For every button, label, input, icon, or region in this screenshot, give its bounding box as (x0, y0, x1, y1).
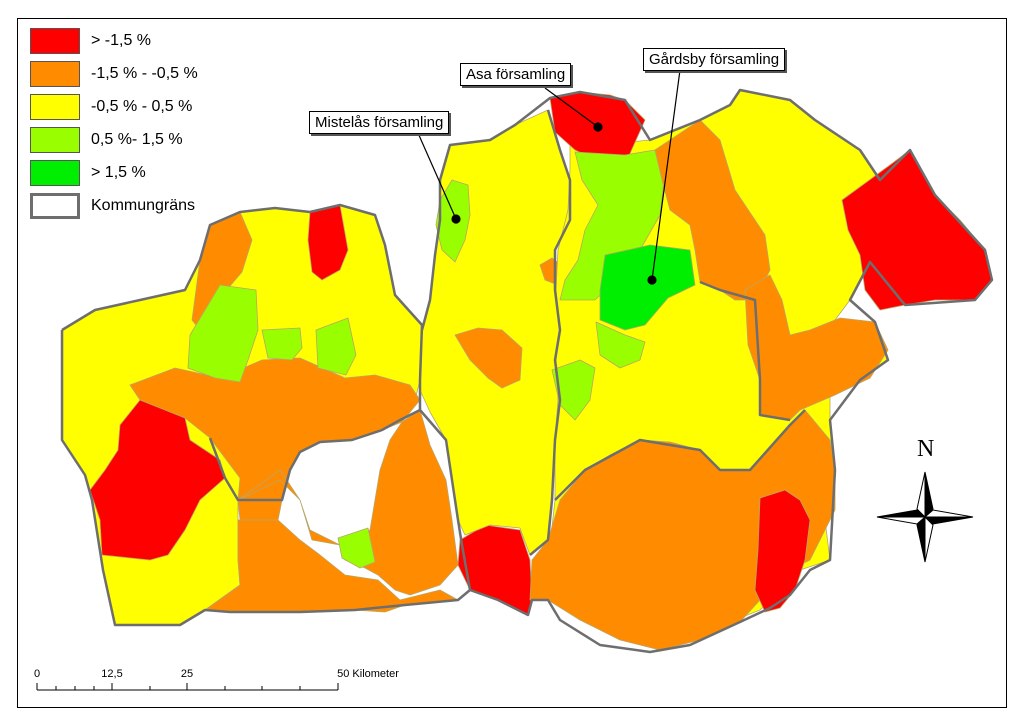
kommun-boundary-inner-1 (208, 408, 421, 502)
dot-mistelas (451, 214, 461, 224)
scale-label-0: 0 (33, 668, 41, 680)
leader-asa (544, 87, 599, 128)
legend-swatch (30, 127, 80, 153)
region-west-green-2 (261, 327, 303, 361)
region-east-orange-ne (654, 119, 771, 301)
legend-item-boundary: Kommungräns (30, 193, 290, 219)
legend-swatch (30, 160, 80, 186)
legend-label: > -1,5 % (91, 32, 152, 49)
scale-label-12-5: 12,5 (101, 668, 123, 680)
region-west-green-3 (315, 317, 357, 376)
callout-mistelas-forsamling: Mistelås församling (309, 111, 450, 134)
legend-swatch (30, 61, 80, 87)
region-west-red-sw (89, 399, 226, 561)
legend-item: 0,5 %- 1,5 % (30, 127, 290, 153)
legend-item: > 1,5 % (30, 160, 290, 186)
kommun-boundary-inner-3 (554, 409, 806, 501)
north-label: N (917, 436, 935, 462)
legend-boundary-swatch (30, 193, 80, 219)
region-west-green-1 (187, 284, 259, 383)
region-east-gardsby (599, 244, 696, 331)
region-west-red-sw-2 (457, 524, 533, 616)
legend-item: -0,5 % - 0,5 % (30, 94, 290, 120)
legend-item: > -1,5 % (30, 28, 290, 54)
legend-swatch (30, 94, 80, 120)
dot-gardsby (647, 275, 657, 285)
legend-label: -0,5 % - 0,5 % (91, 98, 193, 115)
dot-asa (593, 122, 603, 132)
kommun-boundary-inner-2 (529, 109, 572, 556)
leader-mistelas (417, 132, 457, 220)
legend-swatch (30, 28, 80, 54)
callout-asa-forsamling: Asa församling (460, 63, 572, 86)
region-central-orange (454, 327, 523, 389)
region-east-red-se (754, 489, 811, 613)
map-frame (17, 18, 1007, 708)
kommun-boundary-inner-4 (699, 280, 791, 422)
legend-label: > 1,5 % (91, 164, 146, 181)
north-arrow-icon (876, 471, 974, 563)
region-east-green-s1 (595, 321, 646, 369)
legend-label: -1,5 % - -0,5 % (91, 65, 198, 82)
region-west-red-north (307, 204, 349, 281)
kommun-boundary-west-outer (60, 330, 471, 627)
scale-bar (36, 683, 339, 691)
callout-gardsby-forsamling: Gårdsby församling (643, 48, 786, 71)
legend-label: 0,5 %- 1,5 % (91, 131, 183, 148)
region-west-green-4 (337, 527, 376, 569)
legend-boundary-label: Kommungräns (91, 197, 196, 214)
leader-gardsby (651, 69, 681, 281)
scale-label-50-km: 50 Kilometer (337, 668, 399, 680)
kommun-boundary-west (61, 88, 994, 654)
scale-label-25: 25 (180, 668, 194, 680)
legend-item: -1,5 % - -0,5 % (30, 61, 290, 87)
